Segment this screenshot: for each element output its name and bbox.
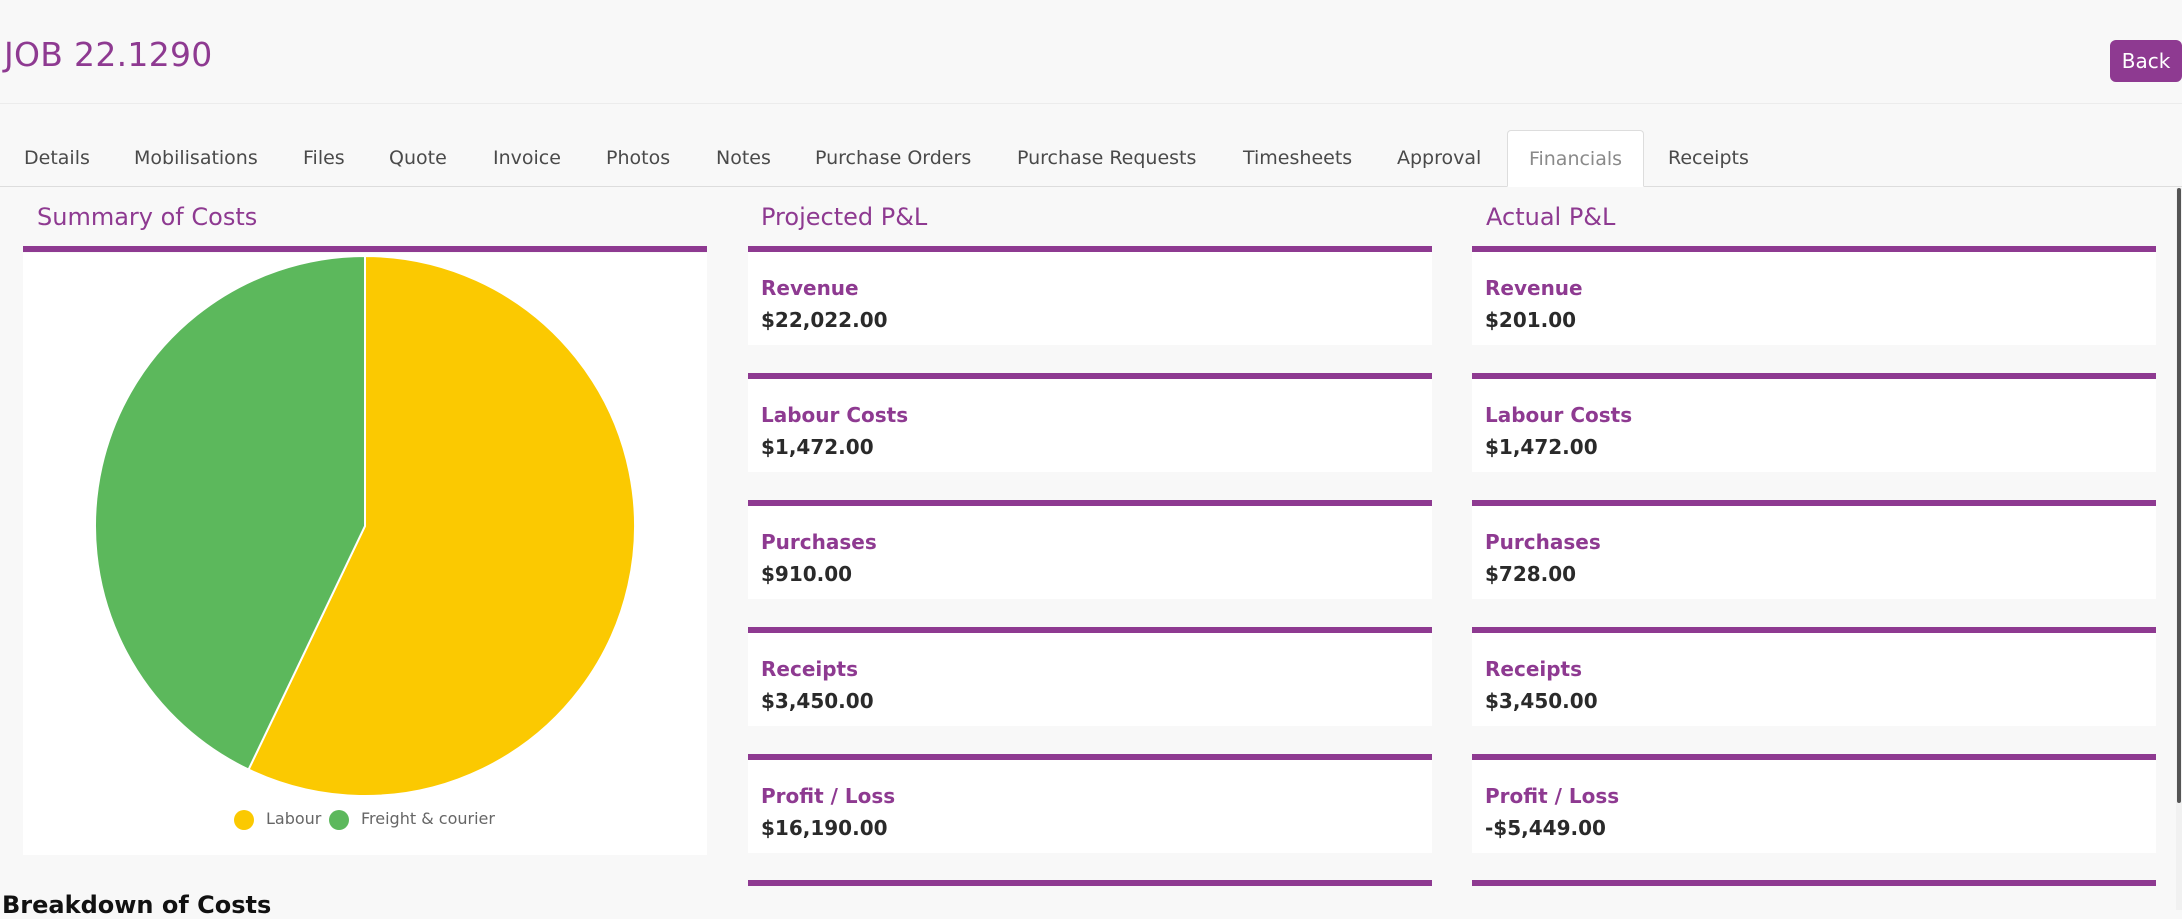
card-label: Purchases (761, 530, 877, 554)
card-label: Labour Costs (1485, 403, 1633, 427)
card-label: Revenue (1485, 276, 1583, 300)
projected-next-card-rule (748, 880, 1432, 886)
tab-financials[interactable]: Financials (1507, 130, 1644, 187)
projected-card-receipts: Receipts $3,450.00 (748, 627, 1432, 726)
actual-title: Actual P&L (1486, 203, 1616, 231)
actual-card-profit-loss: Profit / Loss -$5,449.00 (1472, 754, 2156, 853)
actual-card-receipts: Receipts $3,450.00 (1472, 627, 2156, 726)
tab-receipts[interactable]: Receipts (1668, 147, 1749, 169)
card-label: Purchases (1485, 530, 1601, 554)
chart-legend: Labour Freight & courier (0, 805, 730, 835)
card-label: Revenue (761, 276, 859, 300)
pie-slice-freight-courier[interactable] (94, 254, 366, 771)
card-value: $728.00 (1485, 562, 1577, 586)
tab-purchase-requests[interactable]: Purchase Requests (1017, 147, 1197, 169)
tab-approval[interactable]: Approval (1397, 147, 1482, 169)
actual-next-card-rule (1472, 880, 2156, 886)
tab-notes[interactable]: Notes (716, 147, 771, 169)
page-title: JOB 22.1290 (4, 35, 213, 74)
projected-card-purchases: Purchases $910.00 (748, 500, 1432, 599)
projected-title: Projected P&L (761, 203, 928, 231)
card-value: $16,190.00 (761, 816, 888, 840)
projected-card-labour: Labour Costs $1,472.00 (748, 373, 1432, 472)
legend-swatch-freight (329, 810, 349, 830)
actual-card-labour: Labour Costs $1,472.00 (1472, 373, 2156, 472)
summary-rule (23, 246, 707, 252)
page-header: JOB 22.1290 Back (0, 0, 2182, 104)
card-value: $3,450.00 (1485, 689, 1598, 713)
tab-files[interactable]: Files (303, 147, 345, 169)
card-label: Profit / Loss (1485, 784, 1620, 808)
tab-invoice[interactable]: Invoice (493, 147, 561, 169)
card-value: $910.00 (761, 562, 853, 586)
actual-card-purchases: Purchases $728.00 (1472, 500, 2156, 599)
projected-card-profit-loss: Profit / Loss $16,190.00 (748, 754, 1432, 853)
tab-photos[interactable]: Photos (606, 147, 671, 169)
legend-label-freight: Freight & courier (361, 809, 495, 828)
pie-chart-panel (23, 253, 707, 855)
card-label: Receipts (761, 657, 859, 681)
pie-chart (94, 254, 636, 797)
card-value: $1,472.00 (761, 435, 874, 459)
card-label: Profit / Loss (761, 784, 896, 808)
tab-details[interactable]: Details (24, 147, 90, 169)
tab-quote[interactable]: Quote (389, 147, 447, 169)
tab-mobilisations[interactable]: Mobilisations (134, 147, 258, 169)
pie-slice-labour[interactable] (247, 254, 636, 797)
projected-card-revenue: Revenue $22,022.00 (748, 246, 1432, 345)
legend-label-labour: Labour (266, 809, 322, 828)
card-value: $3,450.00 (761, 689, 874, 713)
card-value: $201.00 (1485, 308, 1577, 332)
card-value: -$5,449.00 (1485, 816, 1606, 840)
tab-timesheets[interactable]: Timesheets (1243, 147, 1353, 169)
back-button[interactable]: Back (2110, 40, 2182, 82)
legend-swatch-labour (234, 810, 254, 830)
card-value: $22,022.00 (761, 308, 888, 332)
tab-bar: Details Mobilisations Files Quote Invoic… (0, 130, 2182, 187)
scrollbar-thumb[interactable] (2177, 188, 2181, 803)
tab-purchase-orders[interactable]: Purchase Orders (815, 147, 972, 169)
breakdown-title: Breakdown of Costs (2, 891, 272, 919)
actual-card-revenue: Revenue $201.00 (1472, 246, 2156, 345)
summary-title: Summary of Costs (37, 203, 258, 231)
card-label: Labour Costs (761, 403, 909, 427)
card-value: $1,472.00 (1485, 435, 1598, 459)
card-label: Receipts (1485, 657, 1583, 681)
